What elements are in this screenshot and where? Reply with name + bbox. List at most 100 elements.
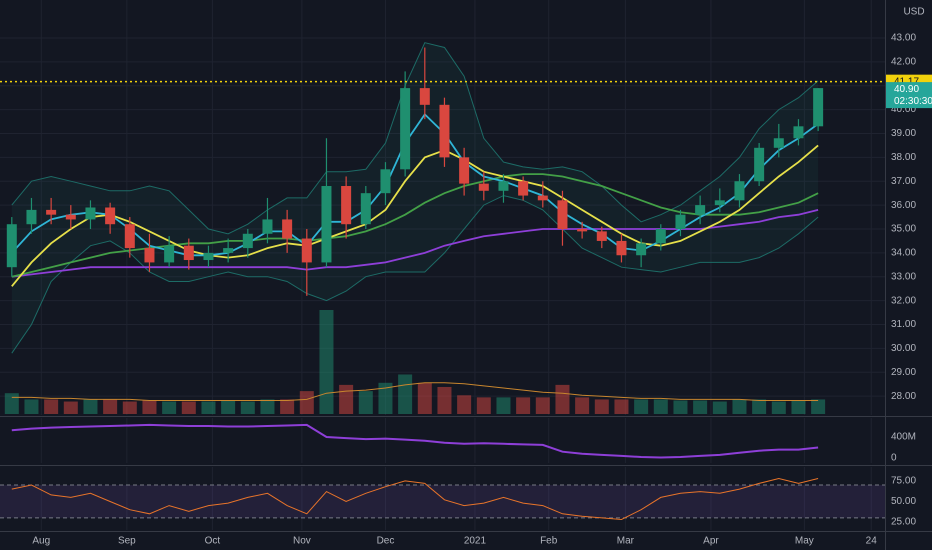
candle-body [518,181,529,196]
x-tick-label: Nov [293,536,311,547]
candle-body [754,147,765,182]
volume-bar [594,399,609,414]
x-tick-label: Dec [377,536,395,547]
volume-bar [162,401,177,414]
volume-bar [476,397,491,414]
volume-bar [811,399,826,414]
candle-body [360,193,371,225]
volume-bar [457,395,472,414]
x-tick-label: Feb [540,536,558,547]
band-line [11,195,819,354]
volume-bar [398,374,413,414]
y-tick-label: 50.00 [891,496,916,507]
x-tick-label: Mar [617,536,635,547]
x-tick-label: 2021 [464,536,487,547]
y-tick-label: 36.00 [891,200,916,211]
volume-bar [44,399,59,414]
candle-body [144,248,155,263]
y-tick-label: 30.00 [891,343,916,354]
x-tick-label: Apr [703,536,719,547]
candle-body [301,238,312,263]
volume-bar [614,399,629,414]
volume-bar [673,400,688,414]
candle-body [655,228,666,244]
volume-bar [240,401,255,414]
moving-average [11,144,819,287]
last-price-label: 40.90 [894,84,919,95]
y-tick-label: 32.00 [891,295,916,306]
candle-body [537,195,548,201]
candle-body [223,248,234,253]
volume-bar [496,397,511,414]
candle-body [380,169,391,194]
y-tick-label: 35.00 [891,224,916,235]
volume-bar [280,399,295,414]
band-fill [0,485,885,518]
candle-body [46,209,57,215]
band-line [11,42,819,235]
price-line-label: 41.17 [894,76,919,87]
candle-body [26,209,37,225]
volume-bar [24,399,39,414]
volume-bar [103,399,118,414]
y-tick-label: 38.00 [891,152,916,163]
candle-body [282,219,293,239]
volume-bar [752,399,767,414]
currency-label: USD [903,7,924,18]
x-tick-label: Aug [32,536,50,547]
volume-ma [11,382,819,401]
indicator-line [11,423,819,459]
y-tick-label: 37.00 [891,176,916,187]
volume-bar [437,386,452,414]
y-tick-label: 25.00 [891,517,916,528]
volume-bar [339,384,354,414]
candle-body [714,200,725,206]
candle-body [164,245,175,263]
volume-bar [771,401,786,414]
y-tick-label: 31.00 [891,319,916,330]
volume-bar [142,400,157,414]
candle-body [498,181,509,191]
volume-bar [299,391,314,414]
candle-body [636,243,647,256]
volume-bar [653,399,668,414]
volume-bar [201,401,216,414]
x-tick-label: 24 [866,536,878,547]
volume-bar [516,397,531,414]
volume-bar [319,310,334,414]
volume-bar [555,384,570,414]
y-tick-label: 43.00 [891,33,916,44]
candle-body [124,224,135,249]
last-price-box [886,82,932,109]
volume-bar [732,399,747,414]
volume-bar [712,401,727,414]
volume-bar [260,399,275,414]
candle-body [695,205,706,215]
indicator-line [11,477,819,521]
volume-bar [634,399,649,414]
candle-body [203,252,214,261]
band-fill [11,42,819,354]
y-tick-label: 42.00 [891,56,916,67]
candle-body [596,231,607,241]
volume-bar [63,401,78,414]
volume-bar [575,397,590,414]
volume-bar [358,391,373,414]
y-tick-label: 29.00 [891,367,916,378]
candle-body [734,181,745,201]
volume-bar [181,401,196,414]
y-tick-label: 400M [891,432,916,443]
x-tick-label: Oct [205,536,221,547]
candle-body [478,183,489,191]
volume-bar [83,399,98,414]
candle-body [439,104,450,158]
candle-body [793,126,804,139]
x-tick-label: May [795,536,814,547]
y-tick-label: 75.00 [891,476,916,487]
y-tick-label: 34.00 [891,248,916,259]
candle-body [419,88,430,105]
volume-bar [535,397,550,414]
candle-body [183,245,194,261]
